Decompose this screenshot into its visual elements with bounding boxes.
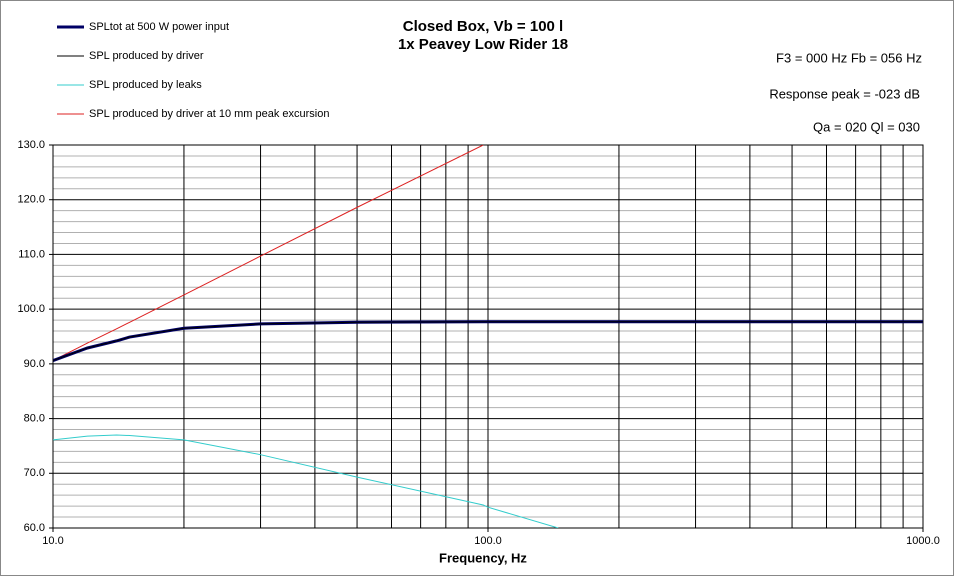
y-tick-label: 70.0 (24, 467, 45, 479)
x-tick-label: 1000.0 (906, 535, 940, 547)
annotation: Response peak = -023 dB (769, 86, 920, 101)
y-tick-label: 90.0 (24, 358, 45, 370)
legend-label: SPL produced by driver (89, 50, 204, 62)
series-line (53, 145, 484, 362)
y-tick-label: 120.0 (17, 194, 45, 206)
series-line (53, 321, 923, 362)
annotation: Qa = 020 Ql = 030 (813, 119, 920, 134)
y-tick-label: 130.0 (17, 139, 45, 151)
y-tick-label: 80.0 (24, 412, 45, 424)
chart-subtitle: 1x Peavey Low Rider 18 (398, 36, 568, 53)
x-tick-label: 100.0 (474, 535, 502, 547)
legend-label: SPL produced by driver at 10 mm peak exc… (89, 108, 330, 120)
legend-label: SPLtot at 500 W power input (89, 21, 229, 33)
y-tick-label: 110.0 (18, 248, 45, 260)
series-line (53, 434, 559, 528)
legend-label: SPL produced by leaks (89, 79, 202, 91)
y-tick-label: 60.0 (24, 522, 45, 534)
y-tick-label: 100.0 (17, 303, 45, 315)
x-axis-label: Frequency, Hz (439, 550, 527, 565)
annotation: F3 = 000 Hz Fb = 056 Hz (776, 50, 922, 65)
chart-title: Closed Box, Vb = 100 l (403, 18, 563, 35)
plot-border (52, 144, 924, 529)
x-tick-label: 10.0 (42, 535, 63, 547)
